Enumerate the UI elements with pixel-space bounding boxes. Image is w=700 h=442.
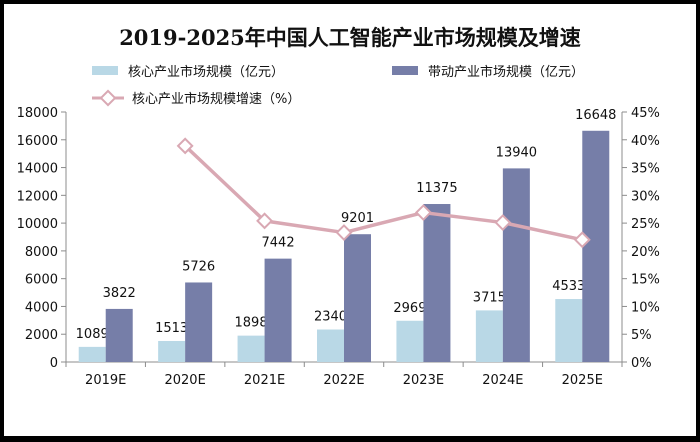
bar-driven (105, 308, 133, 362)
legend: 核心产业市场规模（亿元） 带动产业市场规模（亿元） 核心产业市场规模增速（%） (92, 64, 584, 107)
data-label-core: 2969 (393, 301, 426, 316)
legend-swatch-core (92, 66, 118, 75)
bar-core (78, 346, 106, 362)
bar-core (475, 310, 503, 362)
line-growth (183, 144, 583, 242)
x-tick-label: 2022E (323, 373, 364, 388)
y-right-tick-label: 20% (631, 245, 660, 260)
y-right-tick-label: 40% (631, 134, 660, 149)
y-left-tick-label: 4000 (25, 300, 58, 315)
data-label-core: 2340 (314, 310, 347, 325)
data-label-driven: 5726 (182, 259, 215, 274)
data-label-core: 1898 (235, 316, 268, 331)
bar-driven (502, 168, 530, 362)
x-tick-label: 2023E (403, 373, 444, 388)
legend-label-driven: 带动产业市场规模（亿元） (428, 64, 584, 80)
bar-driven (423, 204, 451, 362)
data-label-driven: 13940 (496, 145, 537, 160)
data-label-driven: 7442 (262, 236, 295, 251)
y-left-tick-label: 6000 (25, 273, 58, 288)
bar-driven (344, 234, 371, 362)
bar-driven (582, 130, 610, 362)
data-label-driven: 11375 (416, 181, 457, 196)
chart-background (4, 4, 696, 436)
y-left-tick-label: 18000 (17, 106, 58, 121)
y-left-tick-label: 10000 (17, 217, 58, 232)
point-growth (414, 204, 432, 222)
y-left-tick-label: 12000 (17, 189, 58, 204)
x-tick-label: 2024E (482, 373, 523, 388)
legend-item-growth: 核心产业市场规模增速（%） (92, 89, 300, 107)
legend-label-growth: 核心产业市场规模增速（%） (132, 91, 300, 107)
y-left-tick-label: 2000 (25, 328, 58, 343)
point-growth (335, 224, 353, 242)
bar-core (237, 335, 265, 362)
y-left-tick-label: 0 (50, 356, 58, 371)
data-label-driven: 16648 (575, 108, 616, 123)
bar-driven (264, 258, 292, 362)
bar-core (317, 329, 344, 362)
data-label-core: 4533 (552, 279, 585, 294)
legend-label-core: 核心产业市场规模（亿元） (128, 64, 284, 80)
y-right-tick-label: 25% (631, 217, 660, 232)
y-left-tick-label: 16000 (17, 134, 58, 149)
point-growth (494, 214, 512, 232)
data-label-driven: 3822 (103, 286, 136, 301)
bar-core (158, 340, 186, 362)
data-label-core: 3715 (473, 290, 506, 305)
x-tick-label: 2019E (85, 373, 126, 388)
y-right-tick-label: 30% (631, 189, 660, 204)
bar-driven (185, 282, 213, 362)
y-right-tick-label: 5% (631, 328, 652, 343)
data-label-driven: 9201 (341, 211, 374, 226)
legend-item-core: 核心产业市场规模（亿元） (92, 64, 284, 80)
y-right-tick-label: 10% (631, 300, 660, 315)
point-growth (573, 231, 591, 249)
y-right-tick-label: 35% (631, 162, 660, 177)
x-tick-label: 2025E (562, 373, 603, 388)
point-growth (176, 137, 194, 155)
x-tick-label: 2020E (164, 373, 205, 388)
data-label-core: 1513 (155, 321, 188, 336)
y-right-tick-label: 15% (631, 273, 660, 288)
bar-core (555, 299, 583, 362)
x-tick-label: 2021E (244, 373, 285, 388)
y-left-tick-label: 8000 (25, 245, 58, 260)
y-left-tick-label: 14000 (17, 162, 58, 177)
plot-area: 0 2000 4000 6000 8000 10000 12000 14000 16000 180… (17, 106, 660, 388)
legend-swatch-driven (392, 66, 418, 75)
legend-item-driven: 带动产业市场规模（亿元） (392, 64, 584, 80)
bar-core (396, 320, 424, 362)
chart-title: 2019-2025年中国人工智能产业市场规模及增速 (119, 25, 581, 50)
legend-marker-growth (99, 89, 117, 107)
point-growth (256, 212, 274, 230)
y-right-tick-label: 0% (631, 356, 652, 371)
y-right-tick-label: 45% (631, 106, 660, 121)
data-label-core: 1089 (76, 327, 109, 342)
